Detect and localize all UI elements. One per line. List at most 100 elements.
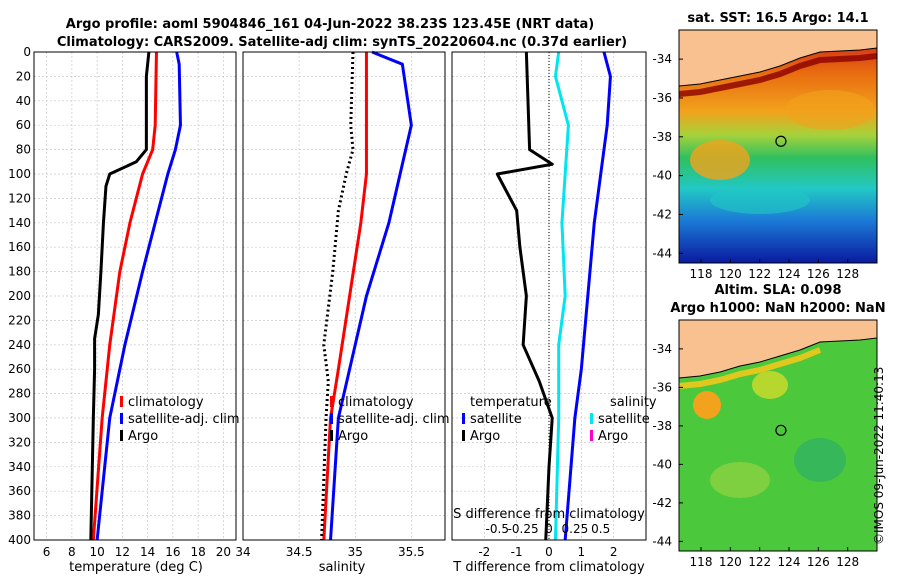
- temperature-gridlines: [34, 51, 236, 541]
- xtick-6: 6: [43, 545, 51, 559]
- sla-high-patch-2: [752, 371, 788, 399]
- xtick-12: 12: [115, 545, 130, 559]
- sal-legend-climatology-swatch: [330, 396, 333, 407]
- lat--40: -40: [652, 457, 672, 471]
- ytick-380: 380: [8, 509, 31, 523]
- xtick--2: -2: [478, 545, 490, 559]
- legend-t-satellite: satellite: [470, 412, 522, 427]
- salinity-panel: 34 34.5 35 35.5 salinity climatology satell…: [235, 50, 450, 575]
- lat--36: -36: [652, 380, 672, 394]
- lat--40: -40: [652, 169, 672, 183]
- legend-t-satellite-swatch: [462, 413, 465, 424]
- sla-mid-patch: [710, 462, 770, 498]
- t-difference-xlabel: T difference from climatology: [452, 560, 645, 575]
- sal-legend-argo: Argo: [338, 429, 368, 444]
- ytick-60: 60: [16, 118, 31, 132]
- lat--38: -38: [652, 419, 672, 433]
- xtick-20: 20: [216, 545, 231, 559]
- salinity-xlabel: salinity: [319, 560, 366, 575]
- lat--38: -38: [652, 130, 672, 144]
- s-difference-tick-labels: -0.5-0.25 0 0.25 0.5: [486, 522, 611, 536]
- ytick-20: 20: [16, 69, 31, 83]
- ytick-300: 300: [8, 411, 31, 425]
- sla-high-patch: [693, 391, 721, 419]
- salinity-gridlines: [242, 51, 445, 541]
- ytick-80: 80: [16, 143, 31, 157]
- sst-argo-marker: [775, 135, 787, 147]
- sst-lon-ticks: 118 120 122 124 126 128: [690, 259, 859, 281]
- title-line-1: Argo profile: aoml 5904846_161 04-Jun-20…: [66, 17, 594, 32]
- xtick-16: 16: [165, 545, 180, 559]
- lon-120: 120: [719, 267, 742, 281]
- lon-128: 128: [836, 555, 859, 569]
- lon-122: 122: [748, 555, 771, 569]
- ytick-140: 140: [8, 216, 31, 230]
- legend-climatology: climatology: [128, 395, 204, 410]
- xtick-2: 2: [610, 545, 618, 559]
- legend-t-argo-swatch: [462, 430, 465, 441]
- sst-land: [679, 30, 877, 86]
- sal-legend-climatology: climatology: [338, 395, 414, 410]
- temperature-tick-labels: 6 8 10 12 14 16 18 20: [43, 545, 231, 559]
- sst-coastline: [679, 47, 877, 87]
- imos-stamp-text: ©IMOS 09-Jun-2022 11:40:13: [872, 366, 886, 545]
- series-salinity-satellite: [553, 51, 570, 541]
- legend-s-argo: Argo: [598, 429, 628, 444]
- ytick-260: 260: [8, 362, 31, 376]
- series-climatology: [91, 51, 158, 541]
- lat--42: -42: [652, 207, 672, 221]
- temperature-series: [89, 51, 182, 541]
- lon-128: 128: [836, 267, 859, 281]
- sla-coastline: [679, 337, 877, 379]
- lon-124: 124: [778, 555, 801, 569]
- t-difference-tick-labels: -2 -1 0 1 2: [478, 545, 617, 559]
- sla-coastal-band: [679, 347, 822, 389]
- s-difference-label: S difference from climatology: [453, 507, 645, 522]
- ytick-200: 200: [8, 289, 31, 303]
- series-argo: [89, 51, 151, 541]
- legend-salinity-title: salinity: [610, 395, 657, 410]
- legend-argo: Argo: [128, 429, 158, 444]
- lat--44: -44: [652, 246, 672, 260]
- sst-map-frame: [678, 29, 878, 264]
- xtick-34.5: 34.5: [286, 545, 313, 559]
- sla-map: Altim. SLA: 0.098 Argo h1000: NaN h2000:…: [652, 283, 885, 569]
- sla-lon-ticks: 118 120 122 124 126 128: [690, 547, 859, 569]
- lat--36: -36: [652, 91, 672, 105]
- temperature-legend: climatology satellite-adj. clim Argo: [120, 395, 240, 444]
- xtick-1: 1: [578, 545, 586, 559]
- xtick-35.5: 35.5: [398, 545, 425, 559]
- legend-argo-swatch: [120, 430, 123, 441]
- sal-legend-argo-swatch: [330, 430, 333, 441]
- lon-120: 120: [719, 555, 742, 569]
- lon-118: 118: [690, 267, 713, 281]
- ytick-360: 360: [8, 484, 31, 498]
- lon-118: 118: [690, 555, 713, 569]
- lat--34: -34: [652, 342, 672, 356]
- difference-axes-box: [451, 51, 647, 541]
- xtick-0: 0: [545, 545, 553, 559]
- lat--42: -42: [652, 496, 672, 510]
- ytick-340: 340: [8, 460, 31, 474]
- ytick-40: 40: [16, 94, 31, 108]
- salinity-legend: climatology satellite-adj. clim Argo: [330, 395, 450, 444]
- xtick-14: 14: [140, 545, 155, 559]
- depth-tick-labels: 0 20 40 60 80 100 120 140 160 180 200 220 240 260 280 3…: [8, 45, 31, 547]
- series-temperature-argo: [495, 51, 554, 541]
- ytick-120: 120: [8, 191, 31, 205]
- s-tick-3: 0.25: [562, 522, 589, 536]
- ytick-280: 280: [8, 387, 31, 401]
- legend-t-argo: Argo: [470, 429, 500, 444]
- s-tick-4: 0.5: [591, 522, 610, 536]
- s-tick-2: 0: [545, 522, 553, 536]
- legend-satellite-swatch: [120, 413, 123, 424]
- lat--34: -34: [652, 52, 672, 66]
- xtick-18: 18: [190, 545, 205, 559]
- sst-map: sat. SST: 16.5 Argo: 14.1 -34 -36 -38 -40 -4…: [652, 11, 878, 281]
- difference-legend-left: temperature satellite Argo: [462, 395, 552, 444]
- sla-title-line-2: Argo h1000: NaN h2000: NaN: [670, 301, 885, 316]
- series-argo: [320, 51, 355, 541]
- difference-panel: -2 -1 0 1 2 T difference from climatology S …: [451, 51, 657, 575]
- s-tick-1: -0.25: [508, 522, 539, 536]
